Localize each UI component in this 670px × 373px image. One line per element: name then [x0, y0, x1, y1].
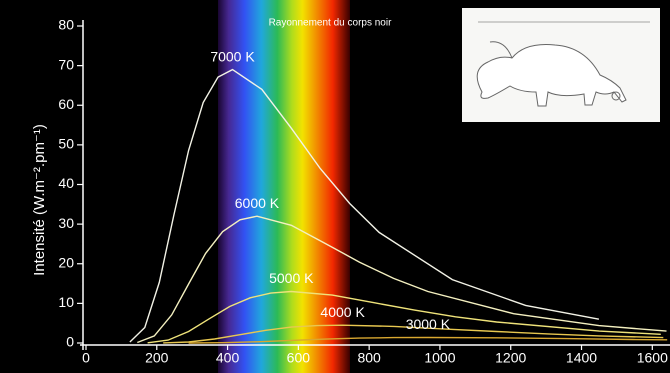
- x-tick-label: 1600: [637, 350, 668, 366]
- y-tick-label: 80: [58, 17, 74, 33]
- chart-title: Rayonnement du corps noir: [269, 18, 393, 29]
- curve-label: 6000 K: [235, 195, 280, 211]
- curve-label: 4000 K: [320, 304, 365, 320]
- y-axis-label: Intensité (W.m⁻².pm⁻¹): [31, 124, 48, 276]
- x-tick-label: 600: [287, 350, 311, 366]
- x-tick-label: 1200: [495, 350, 526, 366]
- y-tick-label: 20: [58, 254, 74, 270]
- y-tick-label: 30: [58, 215, 74, 231]
- x-tick-label: 200: [145, 350, 169, 366]
- chart: Rayonnement du corps noir Intensité (W.m…: [0, 0, 670, 373]
- x-tick-label: 800: [357, 350, 381, 366]
- curve-label: 5000 K: [269, 270, 314, 286]
- inset-illustration: [462, 8, 660, 122]
- x-tick-label: 400: [216, 350, 240, 366]
- y-tick-label: 10: [58, 294, 74, 310]
- x-tick-label: 1400: [566, 350, 597, 366]
- curve-label: 3000 K: [406, 316, 451, 332]
- y-tick-label: 50: [58, 136, 74, 152]
- y-tick-label: 0: [66, 334, 74, 350]
- y-tick-label: 70: [58, 56, 74, 72]
- x-tick-label: 1000: [424, 350, 455, 366]
- y-tick-label: 60: [58, 96, 74, 112]
- y-tick-label: 40: [58, 175, 74, 191]
- x-tick-label: 0: [82, 350, 90, 366]
- curve-label: 7000 K: [210, 48, 255, 64]
